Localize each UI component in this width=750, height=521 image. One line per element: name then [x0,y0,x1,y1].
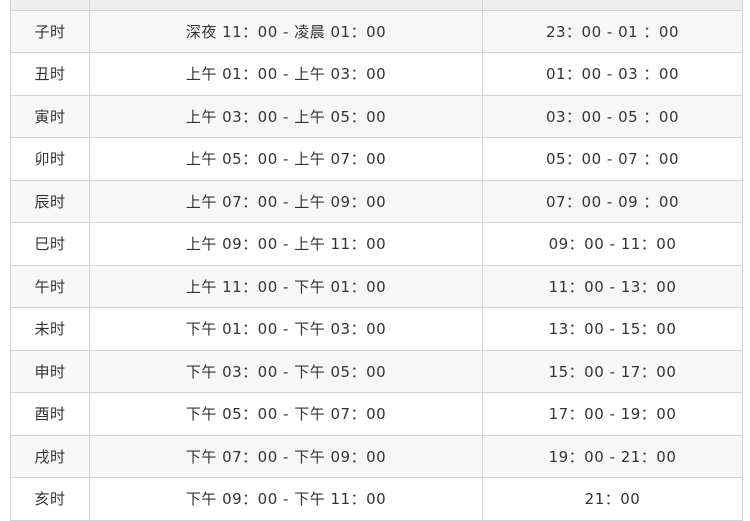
period-cell: 下午 07：00 - 下午 09：00 [89,434,483,478]
time-cell: 21：00 [482,477,743,521]
shichen-cell: 子时 [10,9,90,53]
shichen-cell: 申时 [10,349,90,393]
time-cell: 01：00 - 03 ：00 [482,52,743,96]
time-cell: 23：00 - 01 ：00 [482,9,743,53]
table-row: 未时 下午 01：00 - 下午 03：00 13：00 - 15：00 [10,307,743,351]
shichen-cell: 巳时 [10,222,90,266]
period-cell: 下午 01：00 - 下午 03：00 [89,307,483,351]
time-cell: 05：00 - 07 ：00 [482,137,743,181]
time-cell: 03：00 - 05 ：00 [482,94,743,138]
shichen-cell: 未时 [10,307,90,351]
shichen-cell: 亥时 [10,477,90,521]
period-cell: 上午 07：00 - 上午 09：00 [89,179,483,223]
table-row: 戌时 下午 07：00 - 下午 09：00 19：00 - 21：00 [10,434,743,478]
time-cell: 19：00 - 21：00 [482,434,743,478]
header-cell [482,0,743,11]
shichen-cell: 辰时 [10,179,90,223]
table-row: 寅时 上午 03：00 - 上午 05：00 03：00 - 05 ：00 [10,94,743,138]
shichen-cell: 午时 [10,264,90,308]
period-cell: 上午 09：00 - 上午 11：00 [89,222,483,266]
shichen-cell: 寅时 [10,94,90,138]
header-cell [89,0,483,11]
period-cell: 下午 09：00 - 下午 11：00 [89,477,483,521]
period-cell: 下午 05：00 - 下午 07：00 [89,392,483,436]
header-cell [10,0,90,11]
table-row: 子时 深夜 11：00 - 凌晨 01：00 23：00 - 01 ：00 [10,9,743,53]
table-row: 辰时 上午 07：00 - 上午 09：00 07：00 - 09 ：00 [10,179,743,223]
time-cell: 11：00 - 13：00 [482,264,743,308]
period-cell: 上午 01：00 - 上午 03：00 [89,52,483,96]
time-cell: 07：00 - 09 ：00 [482,179,743,223]
shichen-cell: 卯时 [10,137,90,181]
time-cell: 17：00 - 19：00 [482,392,743,436]
table-row: 申时 下午 03：00 - 下午 05：00 15：00 - 17：00 [10,349,743,393]
period-cell: 上午 05：00 - 上午 07：00 [89,137,483,181]
table-row: 午时 上午 11：00 - 下午 01：00 11：00 - 13：00 [10,264,743,308]
period-cell: 上午 11：00 - 下午 01：00 [89,264,483,308]
shichen-cell: 戌时 [10,434,90,478]
table-row: 丑时 上午 01：00 - 上午 03：00 01：00 - 03 ：00 [10,52,743,96]
shichen-cell: 酉时 [10,392,90,436]
shichen-cell: 丑时 [10,52,90,96]
shichen-table: 子时 深夜 11：00 - 凌晨 01：00 23：00 - 01 ：00 丑时 上午 … [10,0,743,521]
time-cell: 09：00 - 11：00 [482,222,743,266]
period-cell: 深夜 11：00 - 凌晨 01：00 [89,9,483,53]
table-row: 卯时 上午 05：00 - 上午 07：00 05：00 - 07 ：00 [10,137,743,181]
period-cell: 下午 03：00 - 下午 05：00 [89,349,483,393]
table-row: 酉时 下午 05：00 - 下午 07：00 17：00 - 19：00 [10,392,743,436]
table-row: 巳时 上午 09：00 - 上午 11：00 09：00 - 11：00 [10,222,743,266]
time-cell: 13：00 - 15：00 [482,307,743,351]
period-cell: 上午 03：00 - 上午 05：00 [89,94,483,138]
time-cell: 15：00 - 17：00 [482,349,743,393]
table-header-row [10,0,743,11]
table-row: 亥时 下午 09：00 - 下午 11：00 21：00 [10,477,743,521]
